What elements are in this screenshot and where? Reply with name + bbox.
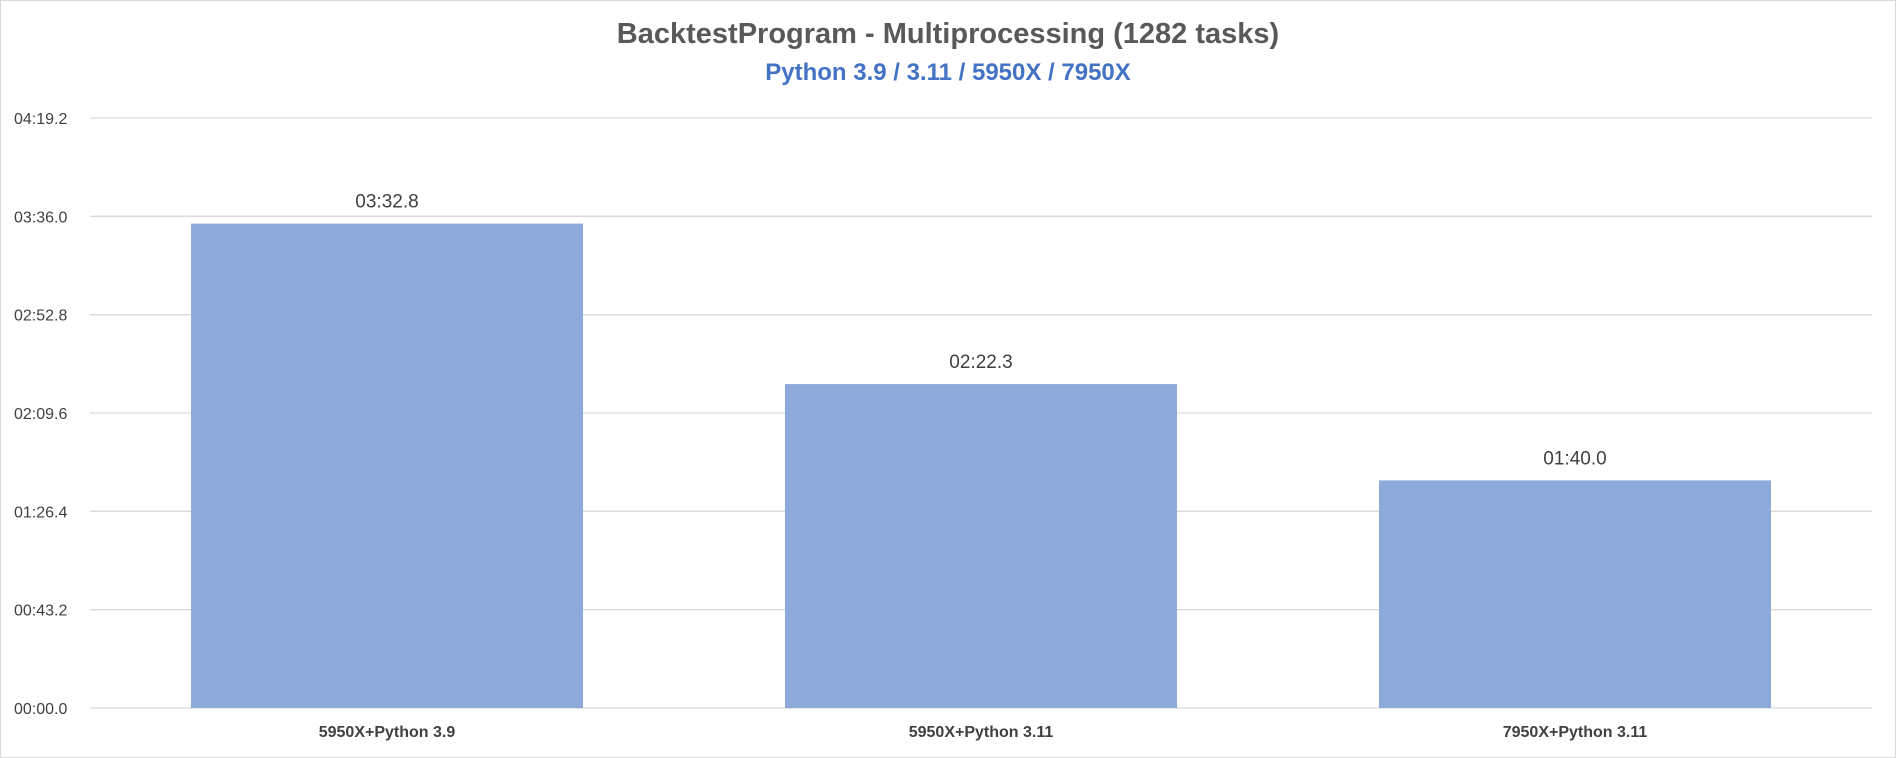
chart-subtitle: Python 3.9 / 3.11 / 5950X / 7950X [765,59,1131,86]
data-label: 03:32.8 [355,192,418,213]
y-tick-label: 00:43.2 [14,603,67,620]
y-tick-label: 00:00.0 [14,701,67,718]
y-tick-label: 02:09.6 [14,406,67,423]
bars [190,223,1772,708]
data-labels: 03:32.8 02:22.3 01:40.0 [355,192,1606,470]
y-tick-label: 04:19.2 [14,111,67,128]
bar [784,384,1178,708]
chart-title: BacktestProgram - Multiprocessing (1282 … [616,18,1280,50]
y-tick-label: 02:52.8 [14,308,67,325]
y-tick-label: 01:26.4 [14,504,67,521]
category-label: 5950X+Python 3.11 [909,724,1054,741]
bar [190,223,584,708]
category-label: 5950X+Python 3.9 [319,724,456,741]
data-label: 02:22.3 [949,352,1012,373]
y-tick-label: 03:36.0 [14,209,67,226]
x-axis-categories: 5950X+Python 3.9 5950X+Python 3.11 7950X+P… [319,724,1648,741]
data-label: 01:40.0 [1543,448,1606,469]
bar [1378,480,1772,708]
y-axis-ticks: 00:00.0 00:43.2 01:26.4 02:09.6 02:52.8 03:36… [14,111,67,718]
category-label: 7950X+Python 3.11 [1503,724,1648,741]
